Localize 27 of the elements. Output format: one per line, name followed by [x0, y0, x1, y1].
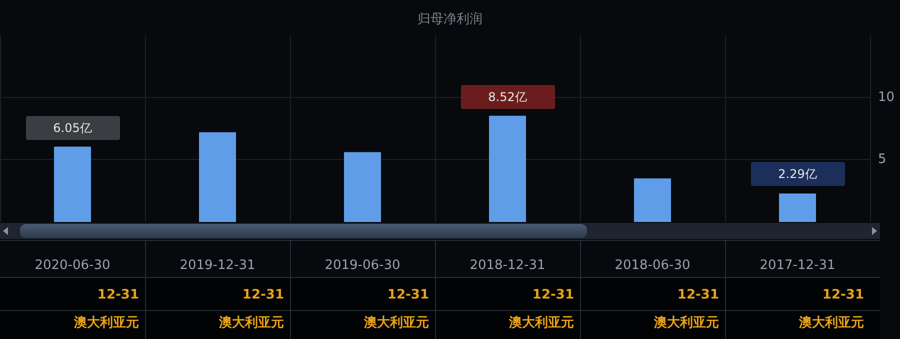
text: 12-31	[532, 288, 574, 302]
bar	[489, 116, 526, 222]
text: 12-31	[97, 288, 139, 302]
x-tick-label: 2018-12-31	[470, 258, 546, 273]
bar	[54, 146, 91, 222]
text: 澳大利亚元	[73, 314, 139, 330]
bar	[779, 193, 816, 222]
text: 澳大利亚元	[653, 314, 719, 330]
text: 12-31	[677, 288, 719, 302]
x-tick-label: 2018-06-30	[614, 258, 690, 273]
text: 12-31	[387, 288, 429, 302]
text: 12-31	[822, 288, 864, 302]
y-tick-label: 5	[878, 152, 886, 168]
y-tick-label: 10	[878, 90, 895, 105]
bar	[634, 178, 671, 222]
text: 澳大利亚元	[508, 314, 574, 330]
text: 澳大利亚元	[363, 314, 429, 330]
x-tick-label: 2019-12-31	[180, 258, 256, 273]
chart-title: 归母净利润	[418, 12, 482, 27]
x-tick-label: 2020-06-30	[34, 258, 110, 273]
text: 澳大利亚元	[218, 314, 284, 330]
bar	[344, 152, 381, 222]
x-tick-label: 2019-06-30	[324, 258, 400, 273]
x-tick-label: 2017-12-31	[760, 258, 836, 273]
text: 澳大利亚元	[798, 314, 864, 330]
text: 12-31	[242, 288, 284, 302]
bar	[199, 132, 236, 222]
